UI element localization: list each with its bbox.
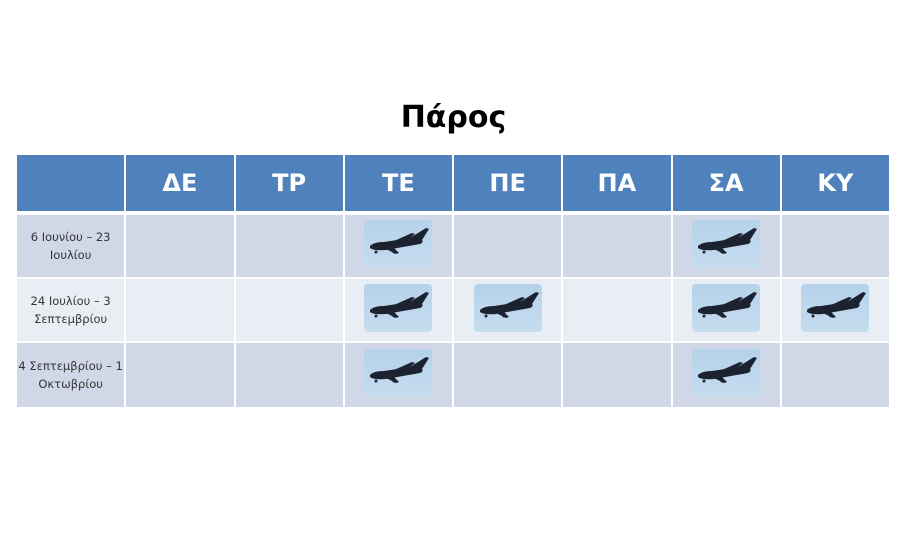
day-cell — [561, 212, 673, 279]
period-label: 24 Ιουλίου – 3 Σεπτεμβρίου — [14, 277, 127, 343]
day-cell — [670, 341, 782, 409]
day-cell — [451, 341, 564, 409]
day-cell — [233, 212, 345, 279]
table-row: 4 Σεπτεμβρίου – 1 Οκτωβρίου — [14, 341, 892, 409]
airplane-icon — [364, 349, 433, 397]
day-cell — [124, 277, 236, 343]
day-cell — [670, 212, 782, 279]
day-cell — [779, 341, 892, 409]
airplane-icon — [692, 284, 761, 332]
day-cell — [124, 212, 236, 279]
page-title: Πάρος — [400, 100, 507, 135]
day-header: ΠΕ — [451, 153, 564, 215]
day-cell — [561, 277, 673, 343]
day-cell — [779, 212, 892, 279]
airplane-icon — [364, 284, 433, 332]
airplane-icon — [801, 284, 870, 332]
day-cell — [561, 341, 673, 409]
day-cell — [233, 341, 345, 409]
day-cell — [451, 277, 564, 343]
table-row: 24 Ιουλίου – 3 Σεπτεμβρίου — [14, 277, 892, 343]
airplane-icon — [364, 220, 433, 268]
period-label: 4 Σεπτεμβρίου – 1 Οκτωβρίου — [14, 341, 127, 409]
day-cell — [670, 277, 782, 343]
day-cell — [451, 212, 564, 279]
day-header: ΠΑ — [561, 153, 673, 215]
header-row: ΔΕ ΤΡ ΤΕ ΠΕ ΠΑ ΣΑ ΚΥ — [14, 153, 892, 215]
airplane-icon — [473, 284, 542, 332]
day-header: ΚΥ — [779, 153, 892, 215]
day-header: ΤΕ — [342, 153, 455, 215]
day-cell — [779, 277, 892, 343]
day-header: ΤΡ — [233, 153, 345, 215]
day-header: ΣΑ — [670, 153, 782, 215]
airplane-icon — [692, 220, 761, 268]
day-cell — [233, 277, 345, 343]
table-row: 6 Ιουνίου – 23 Ιουλίου — [14, 212, 892, 279]
airplane-icon — [692, 349, 761, 397]
day-cell — [342, 277, 455, 343]
day-header: ΔΕ — [124, 153, 236, 215]
period-label: 6 Ιουνίου – 23 Ιουλίου — [14, 212, 127, 279]
day-cell — [342, 341, 455, 409]
day-cell — [124, 341, 236, 409]
day-cell — [342, 212, 455, 279]
corner-cell — [14, 153, 127, 215]
flight-schedule-table: ΔΕ ΤΡ ΤΕ ΠΕ ΠΑ ΣΑ ΚΥ 6 Ιουνίου – 23 Ιουλίου 24 … — [14, 153, 892, 409]
